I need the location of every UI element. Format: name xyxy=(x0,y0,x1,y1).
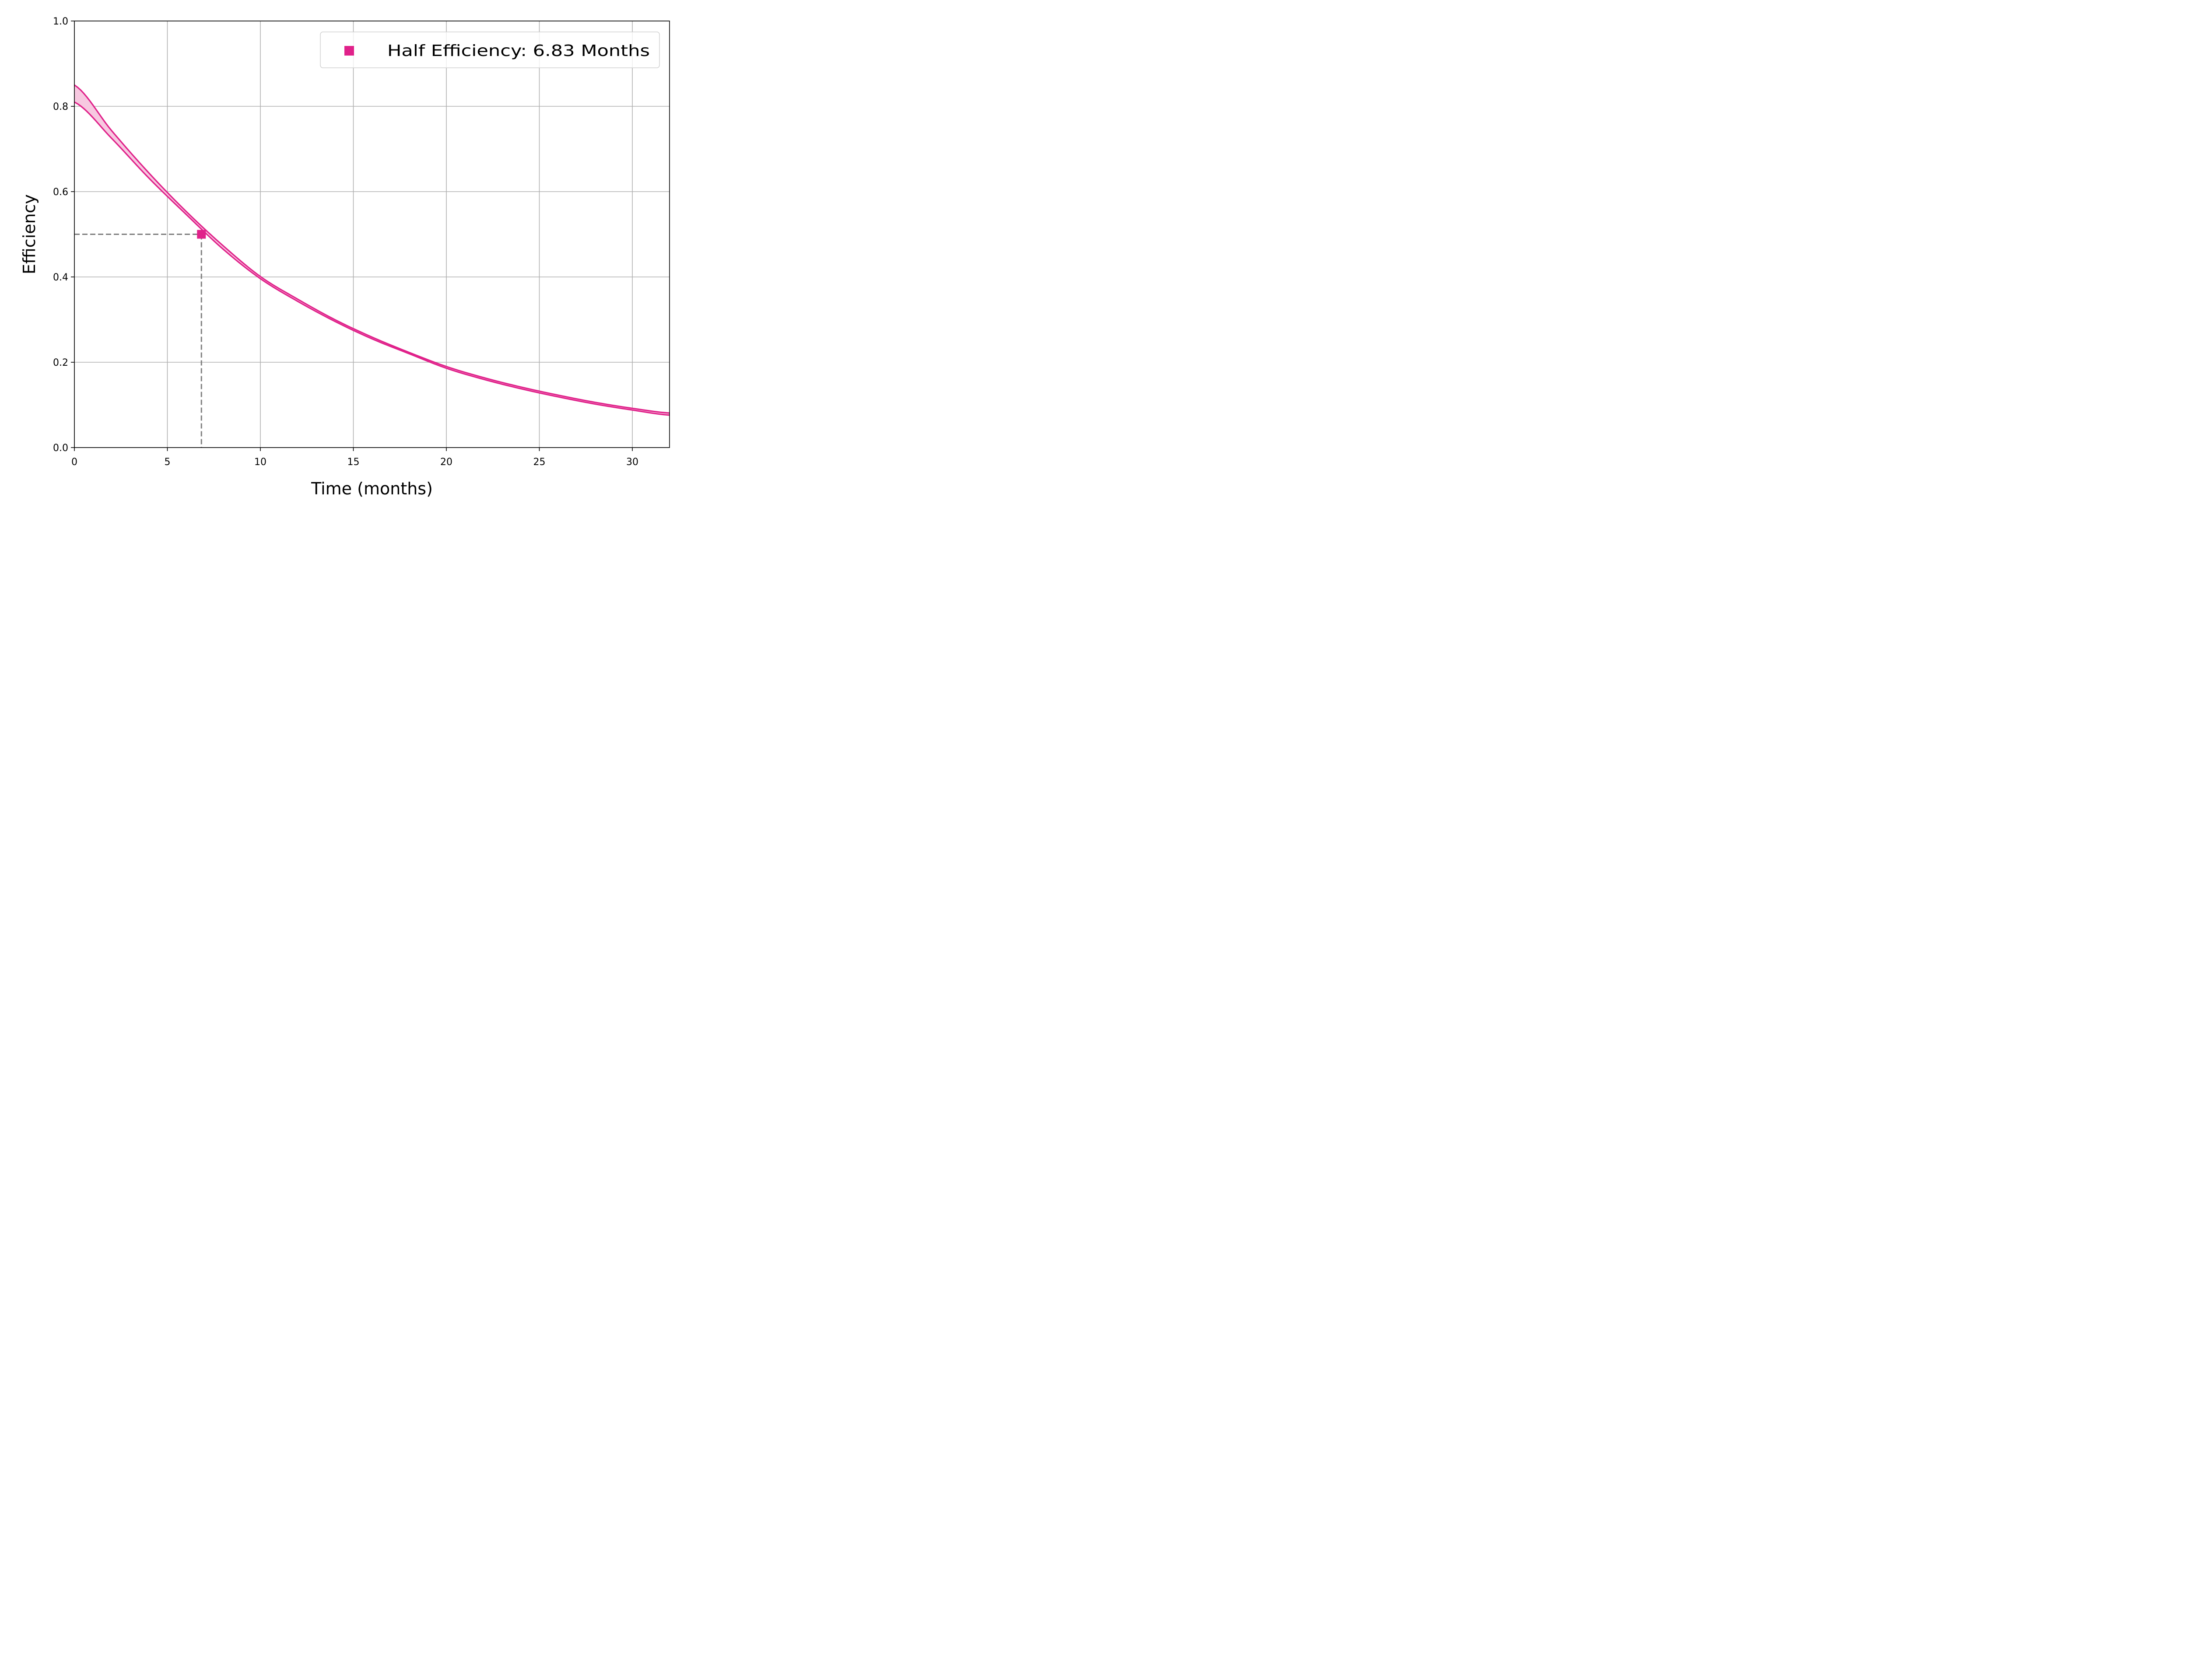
y-tick-label: 0.2 xyxy=(53,357,68,368)
plot-frame xyxy=(74,21,670,448)
efficiency-chart: 0 5 10 15 20 25 30 0.0 0.2 0.4 0.6 0.8 1.0 Time (mon… xyxy=(20,16,670,498)
x-axis-label: Time (months) xyxy=(311,479,433,498)
y-tick-label: 0.0 xyxy=(53,443,68,454)
y-tick-label: 0.4 xyxy=(53,272,68,283)
x-tick-label: 10 xyxy=(254,457,266,468)
x-tick-label: 20 xyxy=(440,457,452,468)
x-tick-label: 30 xyxy=(626,457,638,468)
legend-label: Half Efficiency: 6.83 Months xyxy=(387,42,650,60)
y-tick-label: 0.6 xyxy=(53,187,68,198)
legend-box xyxy=(320,32,660,68)
half-efficiency-marker xyxy=(197,230,206,239)
y-tick-label: 0.8 xyxy=(53,102,68,112)
series-upper-line xyxy=(74,84,670,414)
y-axis-label: Efficiency xyxy=(20,194,39,274)
series-lines xyxy=(74,84,670,416)
half-efficiency-marker-group xyxy=(197,230,206,239)
legend: Half Efficiency: 6.83 Months xyxy=(320,32,660,68)
axis-ticks: 0 5 10 15 20 25 30 0.0 0.2 0.4 0.6 0.8 1.0 xyxy=(53,16,638,468)
y-tick-label: 1.0 xyxy=(53,16,68,27)
x-tick-label: 5 xyxy=(165,457,171,468)
legend-marker-swatch xyxy=(344,46,354,56)
x-tick-label: 25 xyxy=(533,457,546,468)
x-tick-label: 15 xyxy=(347,457,360,468)
x-tick-label: 0 xyxy=(71,457,77,468)
band-area xyxy=(74,85,670,415)
reference-lines xyxy=(74,234,202,448)
series-lower-line xyxy=(74,101,670,416)
confidence-band xyxy=(74,85,670,415)
